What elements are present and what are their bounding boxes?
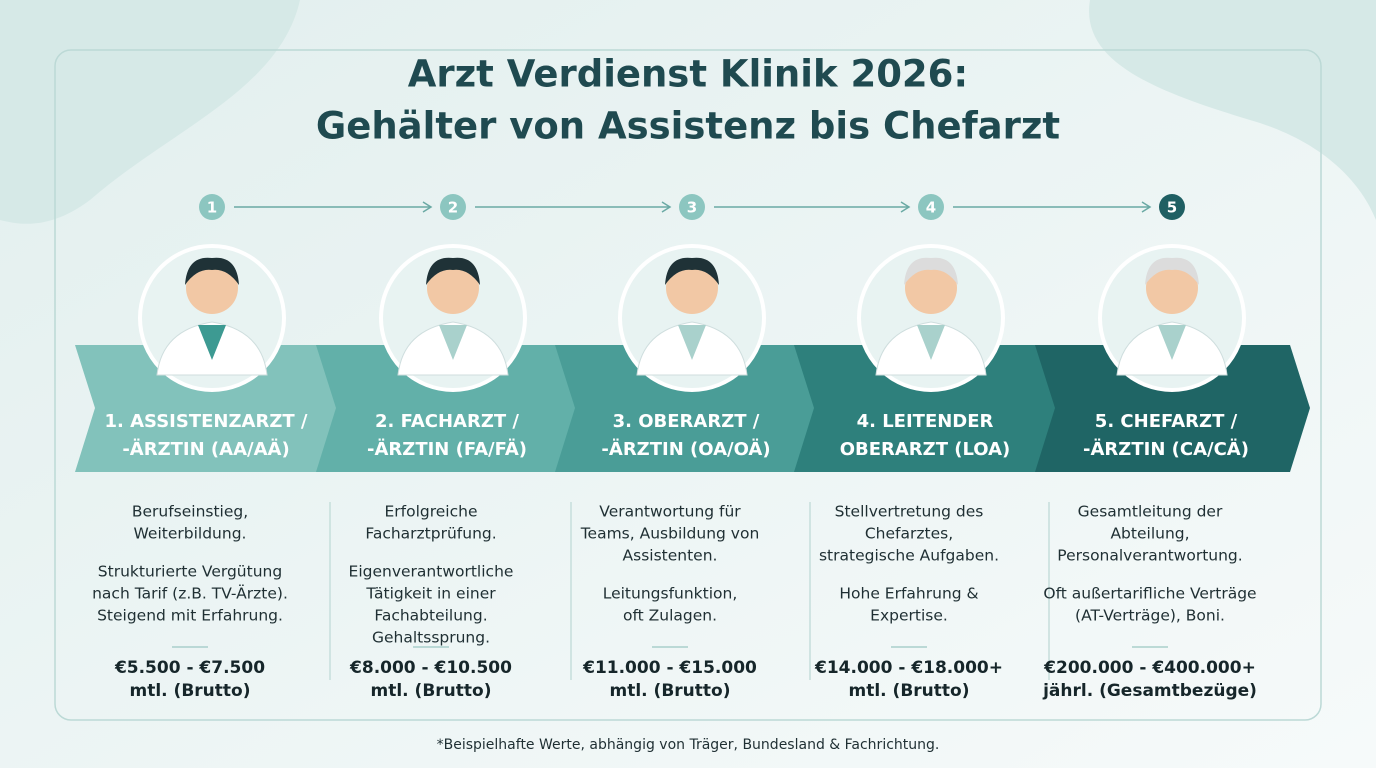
description: Chefarztes, [865, 525, 953, 543]
salary-period: mtl. (Brutto) [610, 681, 731, 701]
salary-period: mtl. (Brutto) [371, 681, 492, 701]
shirt [439, 325, 467, 360]
step-title: 2. FACHARZT / [375, 411, 519, 432]
steps: 1 1. ASSISTENZARZT / -ÄRZTIN (AA/AÄ) Berufs… [75, 194, 1310, 701]
chevron [316, 345, 591, 472]
head [666, 262, 718, 314]
description: Fachabteilung. [374, 607, 487, 625]
description: Weiterbildung. [134, 525, 247, 543]
step-title: 5. CHEFARZT / [1095, 411, 1238, 432]
frame [54, 49, 1322, 721]
step-title: 1. ASSISTENZARZT / [105, 411, 308, 432]
hair [185, 257, 239, 285]
step-badge [199, 194, 225, 220]
step-title: 3. OBERARZT / [613, 411, 760, 432]
salary: €14.000 - €18.000+ [814, 658, 1003, 678]
shirt [917, 325, 945, 360]
step-title: OBERARZT (LOA) [840, 439, 1011, 460]
blob [1089, 0, 1376, 220]
description: Tätigkeit in einer [365, 585, 496, 603]
salary-period: mtl. (Brutto) [130, 681, 251, 701]
description: nach Tarif (z.B. TV-Ärzte). [92, 584, 288, 603]
head [186, 262, 238, 314]
hair [426, 257, 480, 285]
chevron [555, 345, 830, 472]
step-title: -ÄRZTIN (CA/CÄ) [1083, 438, 1249, 460]
description: Hohe Erfahrung & [839, 585, 978, 603]
description: Steigend mit Erfahrung. [97, 607, 283, 625]
salary: €200.000 - €400.000+ [1043, 658, 1256, 678]
salary-period: mtl. (Brutto) [849, 681, 970, 701]
head [1146, 262, 1198, 314]
salary: €8.000 - €10.500 [349, 658, 512, 678]
description: Verantwortung für [599, 503, 741, 521]
step-title: -ÄRZTIN (FA/FÄ) [367, 438, 527, 460]
salary: €11.000 - €15.000 [582, 658, 757, 678]
description: (AT-Verträge), Boni. [1075, 607, 1225, 625]
hair [1145, 257, 1199, 285]
chevron [1035, 345, 1310, 472]
description: Facharztprüfung. [365, 525, 496, 543]
description: Abteilung, [1110, 525, 1189, 543]
description: Eigenverantwortliche [349, 563, 514, 581]
salary: €5.500 - €7.500 [114, 658, 265, 678]
description: oft Zulagen. [623, 607, 717, 625]
step-number: 3 [687, 199, 697, 217]
arrow-head [900, 201, 911, 213]
chevron [75, 345, 350, 472]
step-title: -ÄRZTIN (OA/OÄ) [601, 438, 770, 460]
description: Assistenten. [623, 547, 718, 565]
footnote: *Beispielhafte Werte, abhängig von Träge… [437, 737, 940, 753]
step-number: 4 [926, 199, 936, 217]
step-number: 5 [1167, 199, 1177, 217]
description: Stellvertretung des [835, 503, 984, 521]
description: Expertise. [870, 607, 948, 625]
description: Gesamtleitung der [1078, 503, 1223, 521]
step-badge [679, 194, 705, 220]
hair [904, 257, 958, 285]
step-badge [918, 194, 944, 220]
step-badge [440, 194, 466, 220]
title-line: Arzt Verdienst Klinik 2026: [408, 53, 968, 96]
shirt [198, 325, 226, 360]
description: Personalverantwortung. [1057, 547, 1242, 565]
description: Leitungsfunktion, [603, 585, 738, 603]
arrow-head [661, 201, 672, 213]
step-title: -ÄRZTIN (AA/AÄ) [122, 438, 289, 460]
chevron [794, 345, 1069, 472]
shirt [1158, 325, 1186, 360]
description: Teams, Ausbildung von [580, 525, 760, 543]
head [427, 262, 479, 314]
step-title: 4. LEITENDER [857, 411, 994, 432]
description: Erfolgreiche [384, 503, 477, 521]
description: Berufseinstieg, [132, 503, 248, 521]
blob [0, 0, 300, 224]
arrow-head [1141, 201, 1152, 213]
step-number: 2 [448, 199, 458, 217]
hair [665, 257, 719, 285]
description: strategische Aufgaben. [819, 547, 999, 565]
step-number: 1 [207, 199, 217, 217]
description: Oft außertarifliche Verträge [1043, 585, 1256, 603]
step-badge [1159, 194, 1185, 220]
description: Strukturierte Vergütung [98, 563, 282, 581]
head [905, 262, 957, 314]
description: Gehaltssprung. [372, 629, 490, 647]
arrow-head [422, 201, 433, 213]
shirt [678, 325, 706, 360]
title-line: Gehälter von Assistenz bis Chefarzt [316, 105, 1060, 148]
salary-period: jährl. (Gesamtbezüge) [1042, 681, 1257, 701]
